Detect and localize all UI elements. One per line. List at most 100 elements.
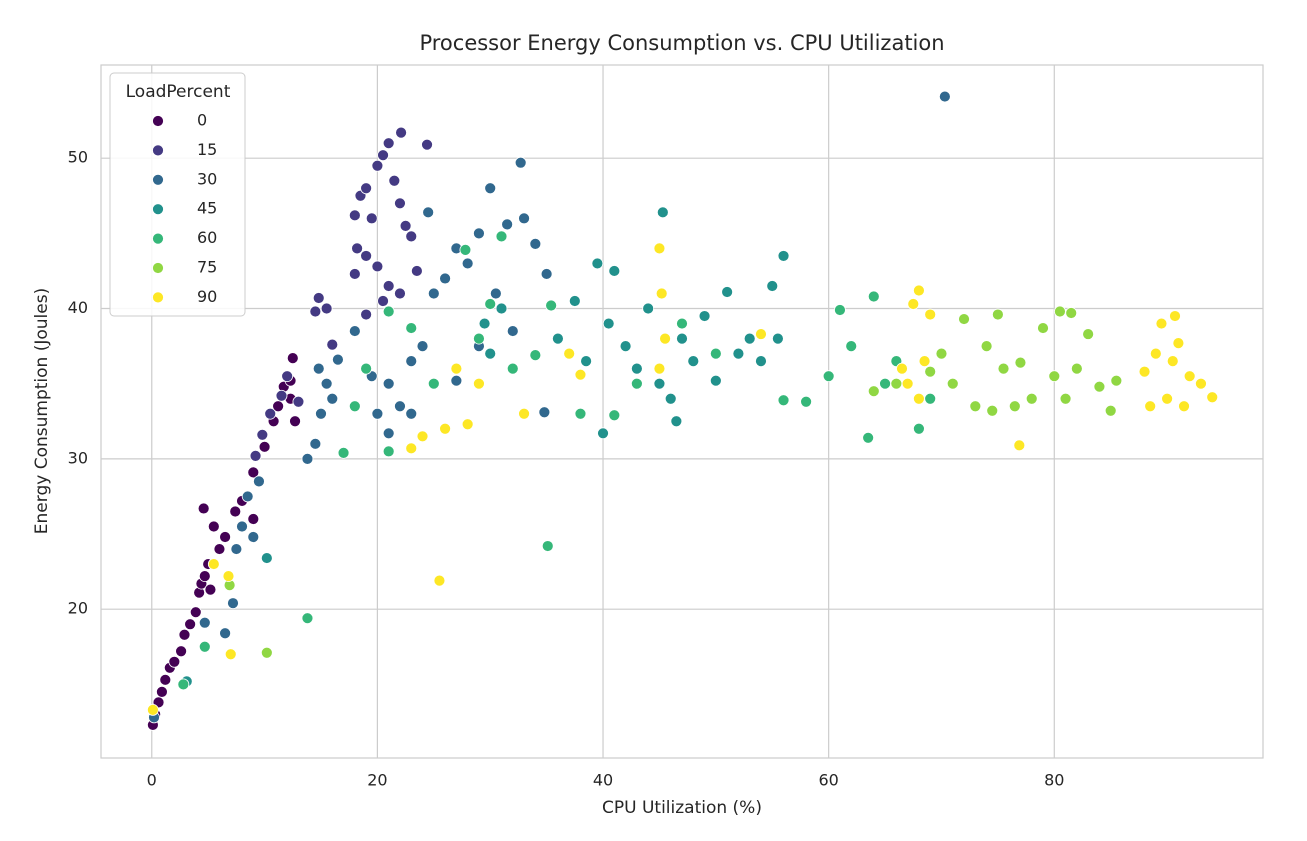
point xyxy=(405,407,418,420)
point xyxy=(980,340,993,353)
point xyxy=(197,502,210,515)
point xyxy=(545,299,558,312)
point xyxy=(416,340,429,353)
point xyxy=(630,377,643,390)
point xyxy=(1155,317,1168,330)
point xyxy=(405,230,418,243)
point xyxy=(312,362,325,375)
point xyxy=(427,287,440,300)
point xyxy=(879,377,891,390)
point xyxy=(867,290,880,303)
legend-marker xyxy=(152,232,164,245)
point xyxy=(1070,362,1083,375)
point xyxy=(326,392,339,405)
point xyxy=(320,302,333,315)
y-tick-label: 30 xyxy=(68,448,88,467)
point xyxy=(489,287,502,300)
point xyxy=(399,219,412,232)
point xyxy=(541,540,554,552)
point xyxy=(563,347,576,360)
point xyxy=(230,543,243,555)
point xyxy=(608,265,621,277)
point xyxy=(256,428,269,441)
legend-label: 15 xyxy=(197,140,217,159)
point xyxy=(394,400,406,413)
point xyxy=(602,317,615,330)
point xyxy=(1169,310,1181,322)
point xyxy=(867,385,880,398)
point xyxy=(901,377,914,390)
point xyxy=(207,558,220,570)
point xyxy=(312,292,325,304)
point xyxy=(377,149,389,162)
point xyxy=(1195,377,1207,390)
point xyxy=(360,308,373,321)
point xyxy=(1172,337,1185,350)
point xyxy=(834,304,846,316)
point xyxy=(427,377,440,390)
point xyxy=(913,284,925,297)
point xyxy=(1048,370,1061,383)
point xyxy=(687,355,700,368)
point xyxy=(514,156,527,169)
point xyxy=(938,90,951,103)
point xyxy=(506,362,519,375)
point xyxy=(896,362,908,375)
point xyxy=(249,449,262,462)
point xyxy=(184,618,197,631)
legend-marker xyxy=(152,173,164,186)
point xyxy=(360,362,373,375)
point xyxy=(642,302,655,315)
point xyxy=(495,302,508,315)
point xyxy=(698,310,711,322)
legend-marker xyxy=(152,115,164,127)
point xyxy=(732,347,745,360)
point xyxy=(969,400,982,413)
x-tick-label: 40 xyxy=(593,771,613,790)
plot-frame xyxy=(100,64,1264,759)
point xyxy=(540,268,553,280)
point xyxy=(351,242,363,255)
x-axis-label: CPU Utilization (%) xyxy=(602,798,762,818)
point xyxy=(337,446,350,459)
point xyxy=(473,377,485,390)
point xyxy=(394,287,406,300)
point xyxy=(395,126,407,139)
point xyxy=(552,332,564,345)
point xyxy=(1178,400,1190,413)
point xyxy=(360,182,373,195)
points xyxy=(146,90,1219,731)
point xyxy=(348,325,361,337)
point xyxy=(204,583,217,596)
point xyxy=(382,280,395,292)
point xyxy=(1110,374,1123,387)
point xyxy=(755,355,767,368)
x-tick-label: 60 xyxy=(818,771,838,790)
point xyxy=(207,520,220,533)
point xyxy=(348,209,361,222)
point xyxy=(495,230,508,243)
legend-marker xyxy=(152,144,164,157)
point xyxy=(156,685,168,698)
point xyxy=(371,159,384,172)
point xyxy=(1054,305,1066,318)
point xyxy=(258,440,271,453)
point xyxy=(198,616,211,629)
point xyxy=(461,257,474,270)
point xyxy=(743,332,756,345)
point xyxy=(1093,380,1106,393)
point xyxy=(777,250,790,262)
point xyxy=(924,392,937,405)
point xyxy=(501,218,514,231)
point xyxy=(946,377,959,390)
point xyxy=(168,655,181,668)
point xyxy=(997,362,1010,375)
point xyxy=(198,570,211,583)
point xyxy=(1206,391,1219,404)
point xyxy=(907,298,920,310)
point xyxy=(529,237,542,250)
point xyxy=(1014,356,1027,369)
point xyxy=(913,392,925,405)
point xyxy=(574,368,587,381)
point xyxy=(348,268,361,280)
